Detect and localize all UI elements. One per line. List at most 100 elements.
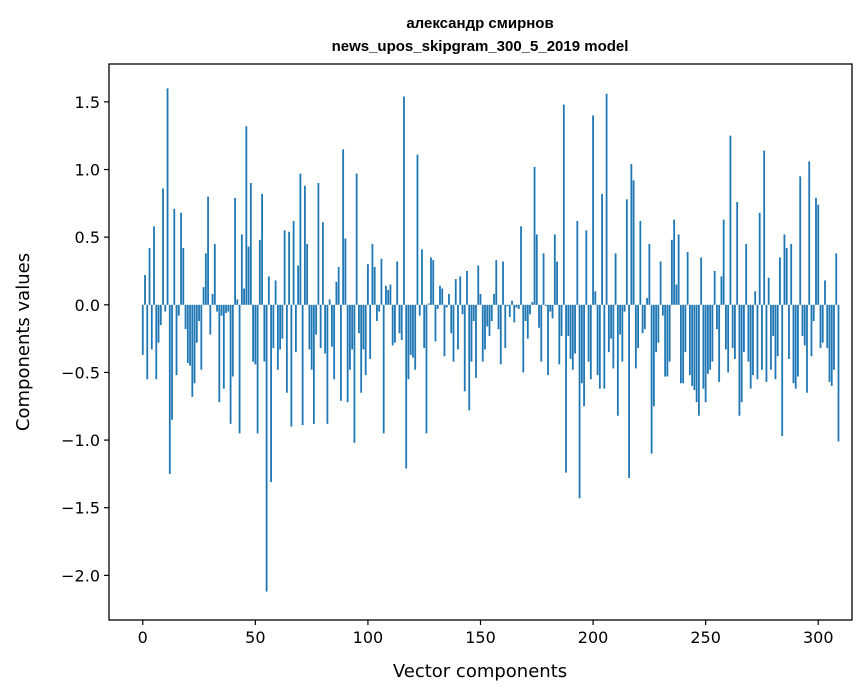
bar-108 [385,285,387,305]
bar-242 [686,252,689,305]
bar-151 [481,304,484,362]
bar-25 [198,304,200,322]
bar-159 [499,304,502,365]
bar-252 [709,304,712,370]
bar-88 [340,304,342,401]
bar-247 [697,304,700,416]
x-tick-label: 50 [245,628,265,647]
bar-269 [747,304,750,362]
bar-304 [826,304,829,349]
bar-96 [358,304,360,334]
bar-120 [412,304,414,358]
bar-212 [619,304,621,335]
bar-308 [835,253,838,305]
bar-293 [801,304,804,336]
bar-series [141,88,840,592]
bar-129 [432,260,435,305]
bar-256 [718,304,721,382]
bar-50 [254,304,257,365]
bar-0 [141,304,144,355]
bar-57 [270,304,273,483]
bar-287 [788,304,790,359]
bar-66 [290,304,293,427]
bar-5 [153,226,155,305]
bar-90 [344,238,347,305]
bar-64 [285,304,288,393]
bar-119 [409,304,412,355]
bar-239 [679,304,682,384]
x-tick-label: 0 [138,628,148,647]
bar-11 [166,88,169,305]
bar-46 [245,126,248,305]
bar-79 [319,304,322,349]
bar-280 [772,304,775,336]
bar-84 [330,304,333,347]
bar-297 [810,304,813,357]
bar-30 [209,304,212,335]
bar-36 [222,304,225,389]
bar-130 [434,304,437,342]
bar-85 [333,304,336,380]
bar-257 [720,276,723,305]
y-axis-label: Components values [13,253,34,431]
bar-140 [457,304,459,350]
bar-219 [634,304,637,369]
bar-204 [601,193,603,305]
bar-283 [779,257,781,305]
bar-163 [508,304,511,317]
bar-193 [576,220,579,305]
bar-273 [756,304,759,380]
bar-131 [436,304,439,309]
bar-80 [321,222,324,305]
plot-area-frame [108,63,853,621]
bar-33 [216,304,218,312]
bar-176 [538,304,540,328]
bar-112 [394,304,396,343]
x-tick-label: 100 [353,628,384,647]
bar-83 [328,299,331,305]
bar-291 [797,304,799,377]
bar-307 [833,304,835,370]
bar-45 [243,288,245,305]
bar-229 [657,304,660,343]
bar-202 [596,304,599,376]
bar-41 [234,197,236,305]
bar-231 [661,304,664,316]
bar-178 [542,253,545,305]
bar-117 [405,304,408,469]
bar-77 [315,304,318,335]
bar-28 [204,253,207,305]
bar-111 [391,304,394,346]
bar-144 [466,270,468,305]
bar-48 [249,183,252,305]
bar-185 [558,304,561,365]
bar-59 [274,280,277,305]
bar-168 [520,226,522,305]
bar-74 [308,304,311,350]
y-tick-label: 1.0 [75,161,100,180]
bar-275 [761,304,763,370]
bar-207 [607,304,610,353]
bar-224 [646,298,649,305]
bar-22 [191,304,194,397]
bar-246 [695,304,698,403]
bar-56 [267,276,270,305]
bar-245 [693,304,696,391]
bar-24 [195,304,198,343]
bar-223 [643,304,646,330]
bar-93 [351,304,354,350]
bar-182 [551,304,554,319]
bar-218 [632,180,635,305]
bar-134 [443,304,446,357]
bar-15 [175,304,178,376]
bar-220 [637,304,640,349]
bar-213 [621,304,624,362]
bar-89 [342,149,345,305]
bar-234 [668,304,671,362]
bar-9 [162,188,164,305]
bar-285 [783,234,786,305]
bar-161 [504,304,507,349]
bar-146 [470,304,473,362]
y-tick-label: −0.5 [61,363,100,382]
bar-40 [231,304,234,377]
